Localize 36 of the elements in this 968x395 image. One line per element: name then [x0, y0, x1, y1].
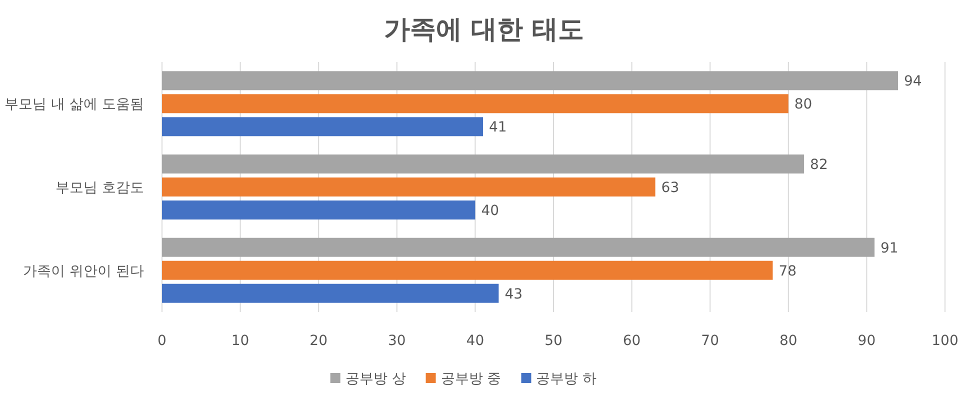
bar [162, 200, 476, 220]
bar [162, 94, 788, 114]
data-label: 91 [880, 240, 898, 256]
chart-title: 가족에 대한 태도 [384, 15, 584, 45]
bar [162, 154, 804, 174]
x-tick-label: 70 [701, 333, 720, 349]
legend-label: 공부방 상 [345, 371, 406, 387]
bar [162, 284, 499, 303]
x-tick-label: 40 [466, 333, 484, 349]
bar [162, 238, 875, 257]
x-tick-label: 10 [231, 333, 250, 349]
x-tick-label: 0 [158, 333, 166, 349]
data-label: 80 [794, 96, 812, 113]
data-label: 40 [481, 203, 500, 219]
data-label: 78 [778, 263, 797, 280]
legend-label: 공부방 중 [440, 371, 502, 387]
data-label: 63 [661, 180, 680, 196]
bar [162, 260, 773, 280]
bar [162, 178, 656, 196]
y-tick-label: 가족이 위안이 된다 [23, 263, 144, 280]
x-tick-label: 20 [310, 333, 328, 349]
x-tick-label: 60 [622, 333, 641, 349]
bar [162, 71, 898, 90]
x-tick-label: 50 [544, 333, 562, 349]
y-tick-label: 부모님 내 삶에 도움됨 [4, 96, 144, 113]
x-tick-label: 30 [388, 333, 406, 349]
data-label: 43 [504, 286, 523, 302]
data-label: 41 [489, 120, 507, 136]
x-tick-label: 90 [858, 333, 876, 349]
bar [162, 117, 484, 136]
data-label: 82 [810, 157, 828, 173]
y-tick-label: 부모님 호감도 [56, 180, 144, 196]
legend-label: 공부방 하 [536, 371, 597, 387]
data-label: 94 [904, 74, 922, 90]
x-tick-label: 80 [779, 333, 798, 349]
x-tick-label: 100 [932, 333, 958, 349]
